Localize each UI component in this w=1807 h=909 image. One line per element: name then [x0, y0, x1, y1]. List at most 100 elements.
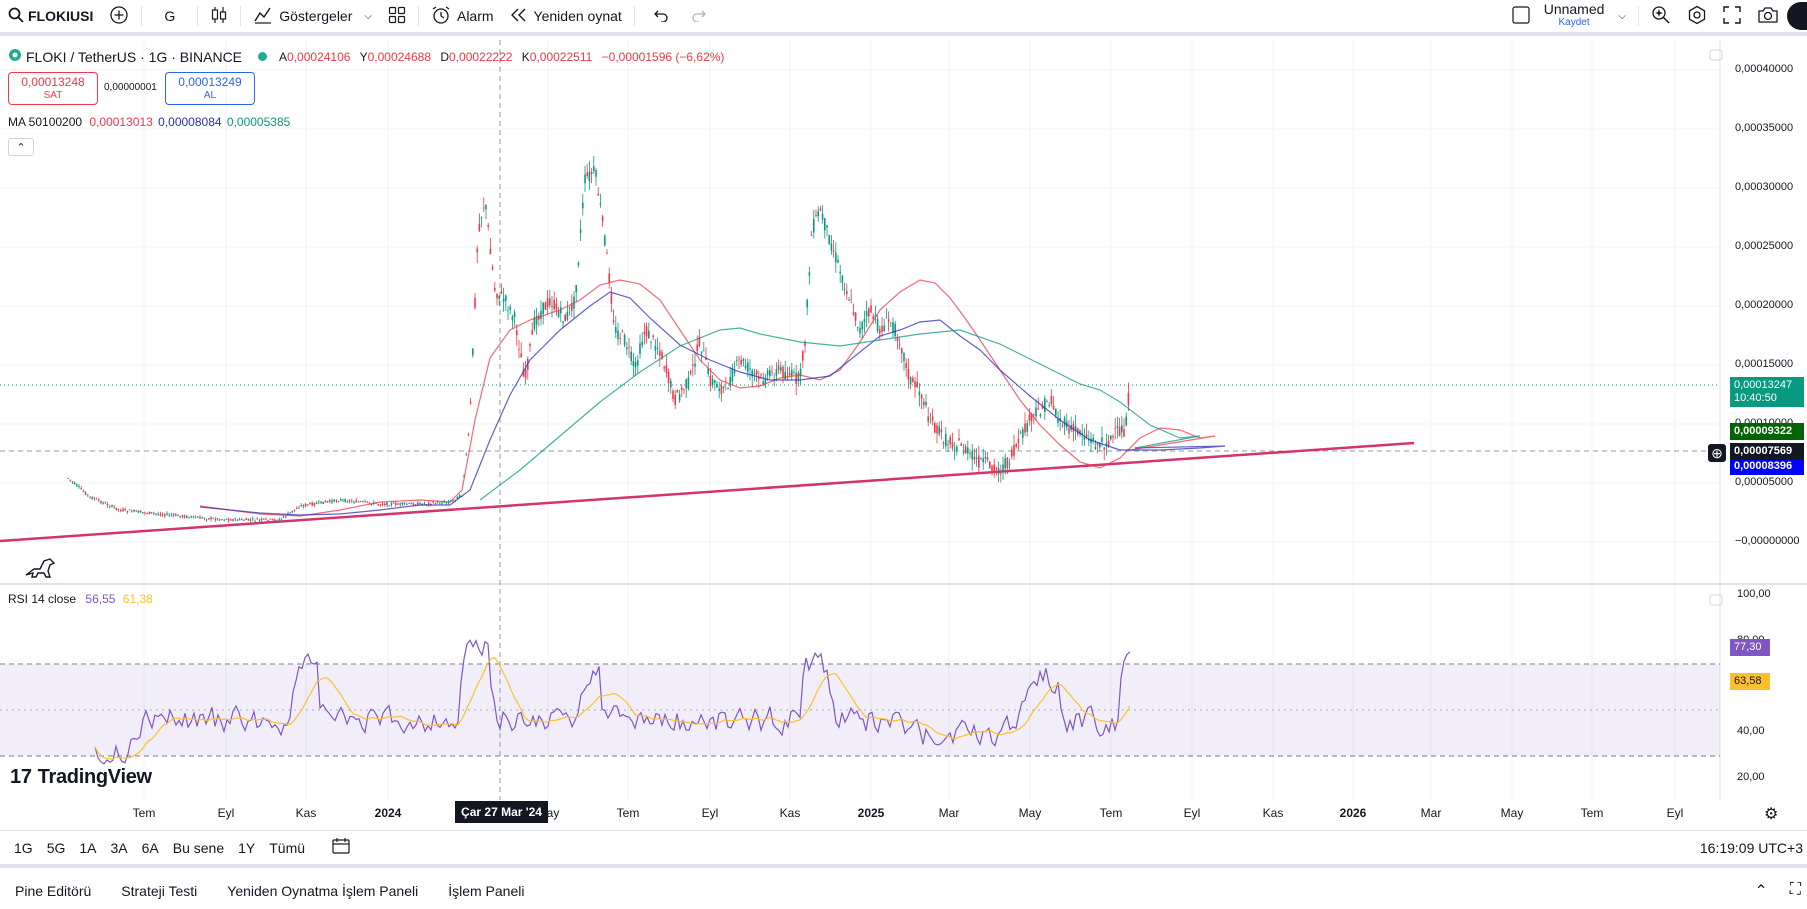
fullscreen-button[interactable]	[1715, 0, 1749, 32]
range-button[interactable]: 3A	[110, 839, 128, 856]
candle-body	[95, 498, 98, 500]
candle-body	[241, 519, 243, 521]
candle-body	[854, 312, 857, 321]
collapse-legend-button[interactable]: ⌃	[8, 138, 34, 156]
symbol-legend[interactable]: FLOKI / TetherUS · 1G · BINANCE A0,00024…	[8, 48, 730, 65]
bottom-panel: Pine Editörü Strateji Testi Yeniden Oynatm…	[0, 872, 1807, 909]
candle-body	[414, 504, 417, 506]
range-button[interactable]: 6A	[141, 839, 159, 856]
alarm-label: Alarm	[456, 8, 494, 24]
candle-body	[210, 517, 212, 520]
candle-body	[430, 503, 432, 505]
alarm-button[interactable]: Alarm	[423, 0, 502, 32]
candle-body	[260, 518, 263, 521]
candle-body	[480, 217, 483, 218]
sell-button[interactable]: 0,00013248 SAT	[8, 72, 98, 105]
candle-body	[641, 341, 643, 346]
candle-body	[1125, 416, 1127, 426]
candle-body	[214, 519, 217, 521]
candle-body	[401, 502, 404, 505]
range-button[interactable]: Tümü	[269, 839, 306, 856]
candle-body	[225, 518, 228, 520]
interval-button[interactable]: G	[146, 0, 193, 32]
bottom-tab[interactable]: Strateji Testi	[121, 882, 198, 899]
candle-body	[656, 347, 659, 349]
candle-body	[280, 518, 283, 520]
candle-body	[329, 500, 331, 502]
candle-body	[714, 380, 716, 384]
chevron-down-icon[interactable]: ⌵	[1618, 10, 1626, 22]
candle-body	[186, 515, 188, 518]
buy-price: 0,00013249	[178, 74, 242, 89]
candle-body	[797, 372, 800, 380]
chevron-up-icon[interactable]: ⌃	[1754, 882, 1768, 900]
chart-canvas[interactable]	[0, 40, 1807, 823]
candle-body	[208, 518, 210, 520]
candle-body	[993, 464, 995, 472]
undo-button[interactable]	[639, 0, 683, 32]
chart-area[interactable]	[0, 40, 1807, 823]
candle-body	[1057, 418, 1059, 423]
candle-body	[496, 294, 498, 299]
candle-body	[1079, 430, 1081, 434]
quick-search-button[interactable]	[1643, 0, 1679, 32]
axis-settings-icon[interactable]: ⚙	[1764, 806, 1779, 823]
range-button[interactable]: Bu sene	[172, 839, 225, 856]
calendar-icon[interactable]	[332, 837, 352, 858]
candle-body	[89, 496, 91, 498]
candle-body	[595, 170, 597, 177]
candle-body	[896, 337, 899, 342]
ma-legend[interactable]: MA 50100200 0,00013013 0,00008084 0,0000…	[8, 115, 290, 129]
chart-type-button[interactable]	[202, 0, 236, 32]
candle-body	[571, 303, 573, 311]
bottom-tab[interactable]: İşlem Paneli	[448, 882, 525, 899]
buy-button[interactable]: 0,00013249 AL	[165, 72, 255, 105]
ohlc-values: A0,00024106 Y0,00024688 D0,00022222 K0,0…	[279, 50, 730, 64]
candle-body	[353, 502, 355, 503]
clock[interactable]: 16:19:09 UTC+3	[1699, 839, 1803, 856]
candle-body	[619, 337, 621, 339]
candle-body	[584, 174, 586, 184]
candle-body	[1101, 437, 1103, 442]
replay-button[interactable]: Yeniden oynat	[502, 0, 630, 32]
candle-body	[392, 502, 395, 504]
compare-button[interactable]	[101, 0, 137, 32]
candle-body	[736, 360, 738, 362]
candle-body	[223, 519, 225, 521]
layouts-button[interactable]	[380, 0, 414, 32]
indicators-button[interactable]: Göstergeler ⌵	[245, 0, 380, 32]
candle-body	[579, 229, 582, 233]
add-alert-icon[interactable]: ⊕	[1708, 444, 1726, 462]
range-button[interactable]: 1Y	[238, 839, 256, 856]
time-axis[interactable]: Tem Eyl Kas 2024 May Tem Eyl Kas 2025 Mar May Tem Ey…	[0, 800, 1807, 826]
candle-body	[698, 336, 701, 347]
tradingview-logo[interactable]: 17 TradingView	[10, 766, 152, 789]
candle-body	[1041, 406, 1044, 409]
candle-body	[601, 216, 604, 221]
redo-button[interactable]	[683, 0, 715, 32]
candle-body	[850, 298, 852, 300]
trendline[interactable]	[0, 441, 1415, 543]
avatar[interactable]	[1787, 2, 1807, 30]
screenshot-button[interactable]	[1749, 0, 1787, 32]
candle-body	[234, 518, 236, 520]
symbol-search-button[interactable]: FLOKIUSI	[0, 0, 101, 32]
settings-button[interactable]	[1679, 0, 1715, 32]
rsi-ma-tag: 63,58	[1730, 673, 1770, 690]
bottom-tab[interactable]: Pine Editörü	[15, 882, 92, 899]
range-button[interactable]: 5G	[46, 839, 66, 856]
rsi-legend[interactable]: RSI 14 close 56,55 61,38	[8, 592, 153, 606]
candle-body	[124, 509, 126, 510]
indicators-label: Göstergeler	[279, 8, 353, 24]
close-value: 0,00022511	[529, 49, 593, 64]
dinosaur-icon	[25, 558, 56, 578]
symbol-logo-icon	[8, 48, 22, 65]
rsi-value-2: 61,38	[122, 592, 153, 606]
range-button[interactable]: 1A	[79, 839, 97, 856]
candle-body	[898, 344, 901, 346]
candle-body	[780, 367, 782, 371]
layout-save-button[interactable]: Unnamed Kaydet ⌵	[1504, 0, 1634, 32]
maximize-icon[interactable]: ⛶	[1789, 880, 1801, 898]
bottom-tab[interactable]: Yeniden Oynatma İşlem Paneli	[227, 882, 419, 899]
range-button[interactable]: 1G	[14, 839, 33, 856]
